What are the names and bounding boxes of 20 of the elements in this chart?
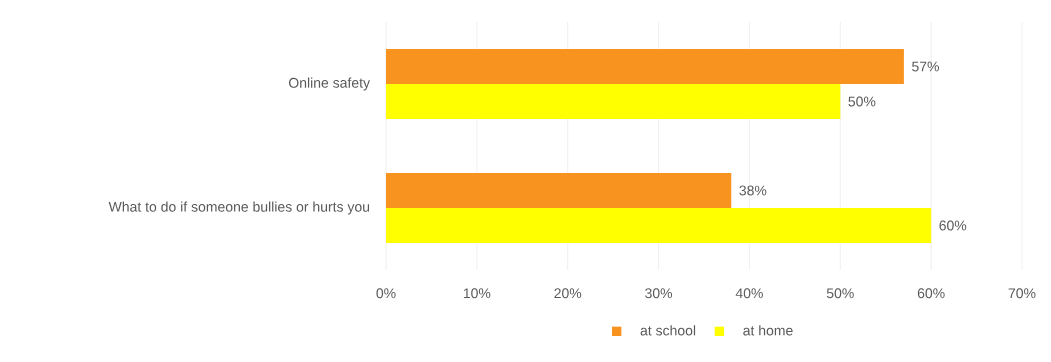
data-label: 50% xyxy=(848,96,876,107)
x-tick-label: 20% xyxy=(554,288,582,299)
bar xyxy=(386,49,904,85)
x-tick-label: 0% xyxy=(376,288,396,299)
y-tick-label: What to do if someone bullies or hurts you xyxy=(108,201,370,215)
x-tick-label: 70% xyxy=(1008,288,1036,299)
bar xyxy=(386,208,932,243)
data-label: 38% xyxy=(739,185,767,196)
bar xyxy=(386,84,841,119)
x-tick-label: 50% xyxy=(826,288,854,299)
x-tick-label: 60% xyxy=(917,288,945,299)
y-tick-label: Online safety xyxy=(289,77,370,91)
bar xyxy=(386,173,732,209)
data-label: 60% xyxy=(939,220,967,231)
x-tick-label: 10% xyxy=(463,288,491,299)
data-label: 57% xyxy=(912,61,939,72)
x-tick-label: 40% xyxy=(735,288,763,299)
x-tick-label: 30% xyxy=(645,288,673,299)
legend-label: at home xyxy=(743,325,793,336)
legend-label: at school xyxy=(640,325,696,336)
